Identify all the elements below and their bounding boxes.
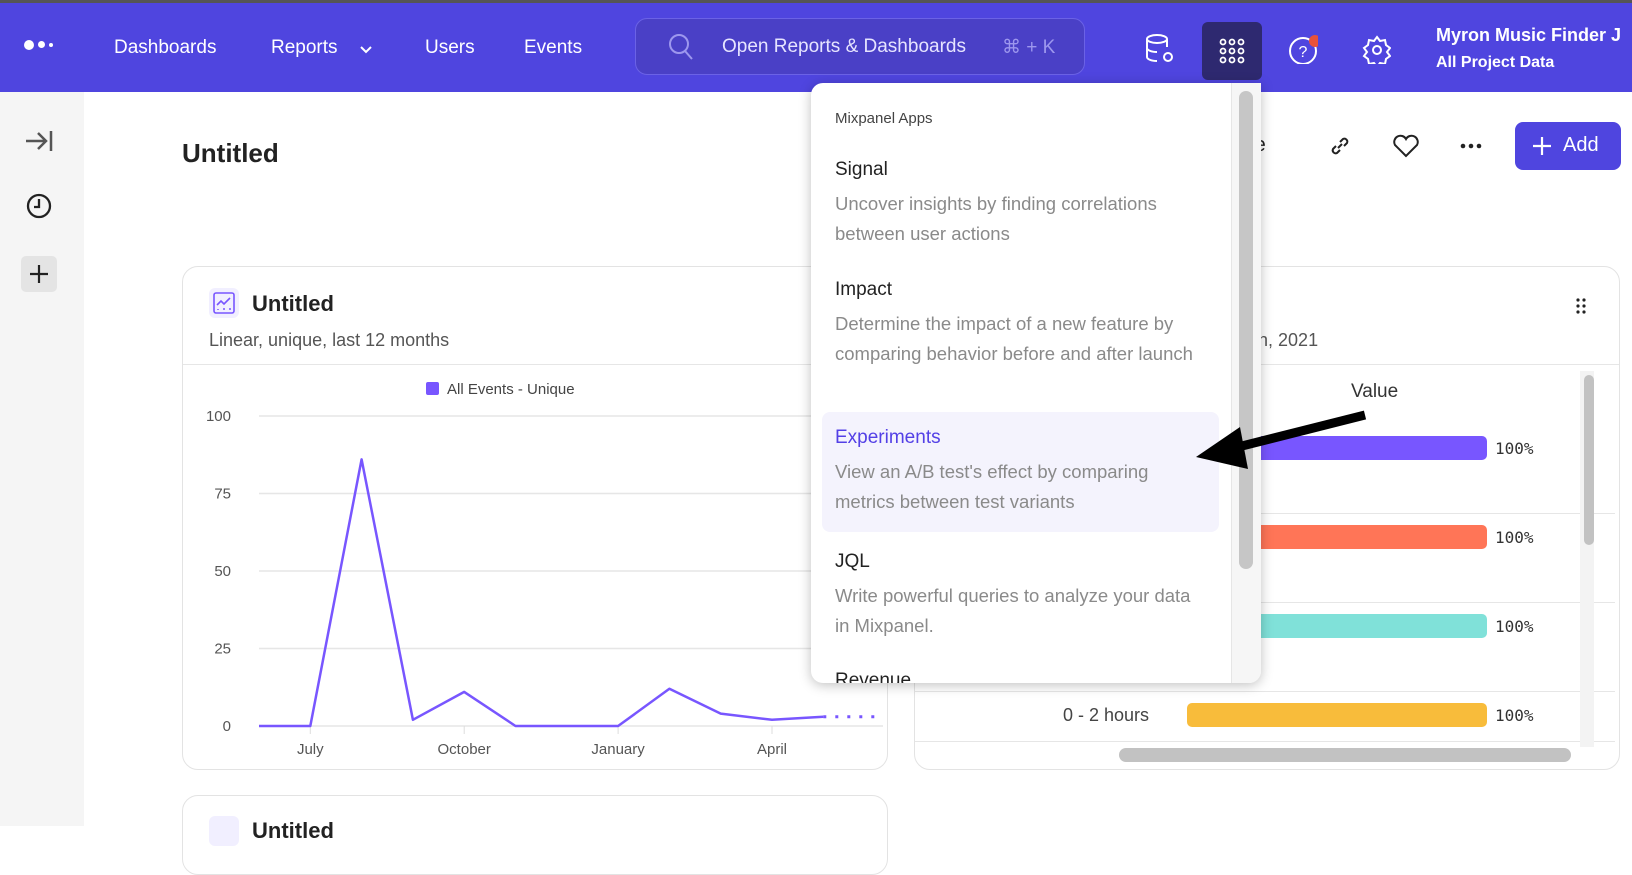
app-title: Revenue <box>835 670 911 683</box>
project-name[interactable]: Myron Music Finder J <box>1436 25 1621 46</box>
app-item-jql[interactable]: JQL Write powerful queries to analyze yo… <box>811 545 1221 655</box>
add-button[interactable] <box>21 256 57 292</box>
data-management-icon[interactable] <box>1145 33 1175 63</box>
card-title[interactable]: Untitled <box>252 818 334 844</box>
recent-clock-icon[interactable] <box>25 192 53 220</box>
y-tick-label: 75 <box>214 486 231 503</box>
plus-icon <box>29 264 49 284</box>
add-report-button[interactable]: Add <box>1515 122 1621 170</box>
more-options-icon[interactable] <box>1460 143 1482 149</box>
row-label: 0 - 2 hours <box>1063 705 1149 726</box>
favorite-heart-icon[interactable] <box>1392 134 1420 158</box>
add-label: Add <box>1563 134 1599 157</box>
notification-dot <box>1309 35 1318 47</box>
legend-swatch <box>426 382 439 395</box>
y-tick-label: 50 <box>214 563 231 580</box>
value-column-header[interactable]: Value <box>1351 381 1398 403</box>
svg-text:?: ? <box>1299 44 1308 61</box>
mixpanel-logo[interactable] <box>24 39 60 53</box>
value-label: 100% <box>1495 617 1534 636</box>
y-tick-label: 0 <box>223 718 231 735</box>
vertical-scrollbar[interactable] <box>1584 375 1594 545</box>
sidebar <box>0 92 84 826</box>
app-item-impact[interactable]: Impact Determine the impact of a new fea… <box>811 273 1221 408</box>
plus-icon <box>1533 137 1551 155</box>
search-placeholder: Open Reports & Dashboards <box>722 36 966 58</box>
project-scope[interactable]: All Project Data <box>1436 54 1554 72</box>
nav-users[interactable]: Users <box>425 37 475 59</box>
x-tick-label: October <box>438 741 491 758</box>
drag-handle-icon[interactable] <box>1575 297 1587 315</box>
value-label: 100% <box>1495 439 1534 458</box>
app-description: Write powerful queries to analyze your d… <box>835 581 1205 641</box>
y-tick-label: 100 <box>206 408 231 425</box>
app-description: Uncover insights by finding correlations… <box>835 189 1205 249</box>
chevron-down-icon[interactable] <box>360 46 372 54</box>
dropdown-heading: Mixpanel Apps <box>835 110 933 127</box>
value-bar <box>1187 703 1487 727</box>
x-tick-label: July <box>297 741 324 758</box>
series-line <box>259 459 823 726</box>
x-tick-label: January <box>591 741 645 758</box>
dropdown-scrollbar[interactable] <box>1239 91 1253 569</box>
legend-label: All Events - Unique <box>447 381 575 398</box>
report-card-line-chart[interactable]: Untitled Linear, unique, last 12 months … <box>182 266 888 770</box>
settings-gear-icon[interactable] <box>1361 34 1391 64</box>
mixpanel-apps-dropdown: Mixpanel Apps Signal Uncover insights by… <box>811 83 1261 683</box>
value-label: 100% <box>1495 528 1534 547</box>
search-shortcut: ⌘ + K <box>1002 36 1055 59</box>
card-subtitle: Linear, unique, last 12 months <box>209 330 449 351</box>
search-icon <box>668 33 694 61</box>
horizontal-scrollbar[interactable] <box>1119 748 1571 762</box>
insights-chart-icon <box>209 816 239 846</box>
search-input[interactable]: Open Reports & Dashboards ⌘ + K <box>635 18 1085 75</box>
app-title: Signal <box>835 159 888 181</box>
app-item-revenue[interactable]: Revenue <box>811 665 1221 683</box>
link-icon[interactable] <box>1328 134 1352 158</box>
insights-chart-icon <box>209 288 239 318</box>
app-description: View an A/B test's effect by comparing m… <box>835 457 1205 517</box>
app-title: Experiments <box>835 427 941 449</box>
app-title: Impact <box>835 279 892 301</box>
top-nav-bar: Dashboards Reports Users Events Open Rep… <box>0 0 1632 92</box>
nav-dashboards[interactable]: Dashboards <box>114 37 216 59</box>
value-label: 100% <box>1495 706 1534 725</box>
report-card[interactable]: Untitled <box>182 795 888 875</box>
y-tick-label: 25 <box>214 641 231 658</box>
nav-reports[interactable]: Reports <box>271 37 338 59</box>
annotation-arrow-icon <box>1190 405 1370 475</box>
grid-icon <box>1219 38 1245 64</box>
nav-events[interactable]: Events <box>524 37 582 59</box>
app-item-experiments[interactable]: Experiments View an A/B test's effect by… <box>822 412 1219 532</box>
card-title[interactable]: Untitled <box>252 291 334 317</box>
expand-sidebar-icon[interactable] <box>24 128 54 154</box>
app-title: JQL <box>835 551 870 573</box>
help-icon[interactable]: ? <box>1288 34 1318 64</box>
page-title[interactable]: Untitled <box>182 138 279 169</box>
line-chart: All Events - Unique 0 25 50 75 100 July October… <box>183 365 888 770</box>
app-item-signal[interactable]: Signal Uncover insights by finding corre… <box>811 153 1221 263</box>
app-description: Determine the impact of a new feature by… <box>835 309 1205 369</box>
x-tick-label: April <box>757 741 787 758</box>
apps-menu-button[interactable] <box>1202 22 1262 80</box>
